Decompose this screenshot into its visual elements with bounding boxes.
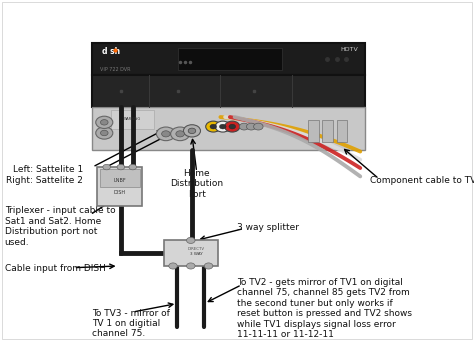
Circle shape <box>206 121 221 132</box>
Circle shape <box>117 164 125 170</box>
Circle shape <box>204 263 213 269</box>
Text: DISH: DISH <box>114 190 126 195</box>
Circle shape <box>171 127 190 140</box>
Bar <box>97 167 142 206</box>
Circle shape <box>254 123 263 130</box>
Text: LNBF: LNBF <box>113 178 126 183</box>
Bar <box>92 75 365 107</box>
Circle shape <box>246 123 256 130</box>
Circle shape <box>183 125 201 137</box>
Text: Component cable to TV1: Component cable to TV1 <box>370 176 474 184</box>
Circle shape <box>169 263 177 269</box>
Circle shape <box>156 127 175 140</box>
Bar <box>178 48 282 70</box>
Circle shape <box>96 127 113 139</box>
Bar <box>308 120 319 142</box>
Bar <box>100 169 140 187</box>
Circle shape <box>210 124 217 129</box>
Text: To TV2 - gets mirror of TV1 on digital
channel 75, channel 85 gets TV2 from
the : To TV2 - gets mirror of TV1 on digital c… <box>237 278 412 339</box>
Circle shape <box>129 164 137 170</box>
Circle shape <box>100 120 108 125</box>
Circle shape <box>219 124 226 129</box>
Bar <box>92 43 365 75</box>
Circle shape <box>176 131 184 137</box>
Text: 3 WAY: 3 WAY <box>190 252 202 256</box>
Text: Left: Sattelite 1
Right: Sattelite 2: Left: Sattelite 1 Right: Sattelite 2 <box>6 165 83 185</box>
Bar <box>111 109 154 129</box>
Text: Triplexer - input cable to
Sat1 and Sat2. Home
Distribution port not
used.: Triplexer - input cable to Sat1 and Sat2… <box>5 206 115 247</box>
Bar <box>322 120 333 142</box>
Text: d sh: d sh <box>102 47 120 56</box>
Bar <box>164 240 218 266</box>
Text: DIRECTV: DIRECTV <box>188 247 205 251</box>
Text: VIP 722 DVR: VIP 722 DVR <box>100 67 130 72</box>
Circle shape <box>103 164 110 170</box>
Text: To TV3 - mirror of
TV 1 on digitial
channel 75.: To TV3 - mirror of TV 1 on digitial chan… <box>92 309 170 338</box>
Circle shape <box>229 124 236 129</box>
Bar <box>337 120 347 142</box>
Text: Cable input from DISH: Cable input from DISH <box>5 264 106 273</box>
Circle shape <box>162 131 170 137</box>
Circle shape <box>100 130 108 136</box>
Circle shape <box>215 121 230 132</box>
Circle shape <box>225 121 240 132</box>
Bar <box>92 107 365 150</box>
Circle shape <box>186 263 195 269</box>
Text: WARNING: WARNING <box>124 117 141 121</box>
Circle shape <box>186 237 195 243</box>
Circle shape <box>188 128 196 134</box>
Text: HDTV: HDTV <box>340 47 358 52</box>
Text: Home
Distribution
Port: Home Distribution Port <box>170 169 223 198</box>
Text: 3 way splitter: 3 way splitter <box>237 223 299 232</box>
Circle shape <box>239 123 249 130</box>
Circle shape <box>96 116 113 129</box>
